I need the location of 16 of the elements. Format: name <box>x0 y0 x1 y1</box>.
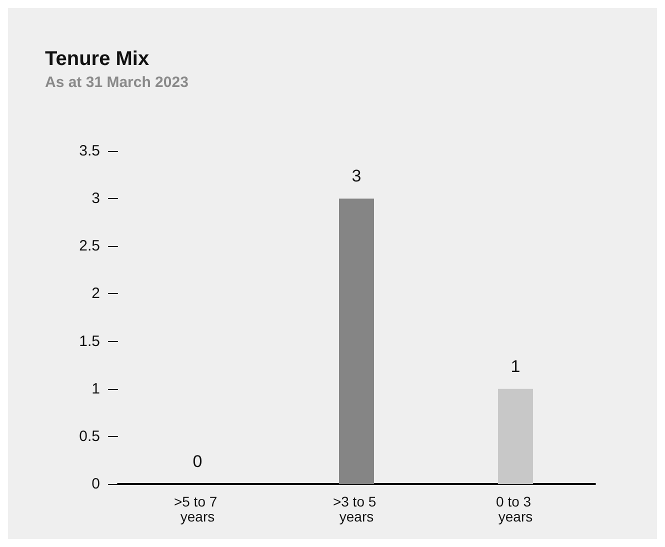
y-tick-label: 1 <box>92 380 100 398</box>
y-tick-label: 0.5 <box>79 428 100 445</box>
chart-title: Tenure Mix <box>45 48 150 70</box>
y-tick-label: 3.5 <box>79 142 100 160</box>
y-tick-label: 1.5 <box>79 332 100 350</box>
data-label: 1 <box>510 356 520 376</box>
x-tick-label: >5 to 7 years <box>174 494 222 524</box>
y-tick-label: 3 <box>92 190 100 208</box>
chart-subtitle: As at 31 March 2023 <box>45 74 188 91</box>
y-tick-label: 2.5 <box>79 238 100 255</box>
y-tick-label: 2 <box>92 285 100 302</box>
y-tick-label: 0 <box>92 476 100 492</box>
x-tick-label: 0 to 3 years <box>496 494 535 524</box>
x-tick-label: >3 to 5 years <box>332 494 380 524</box>
data-label: 3 <box>352 166 362 186</box>
data-label: 0 <box>192 452 202 471</box>
